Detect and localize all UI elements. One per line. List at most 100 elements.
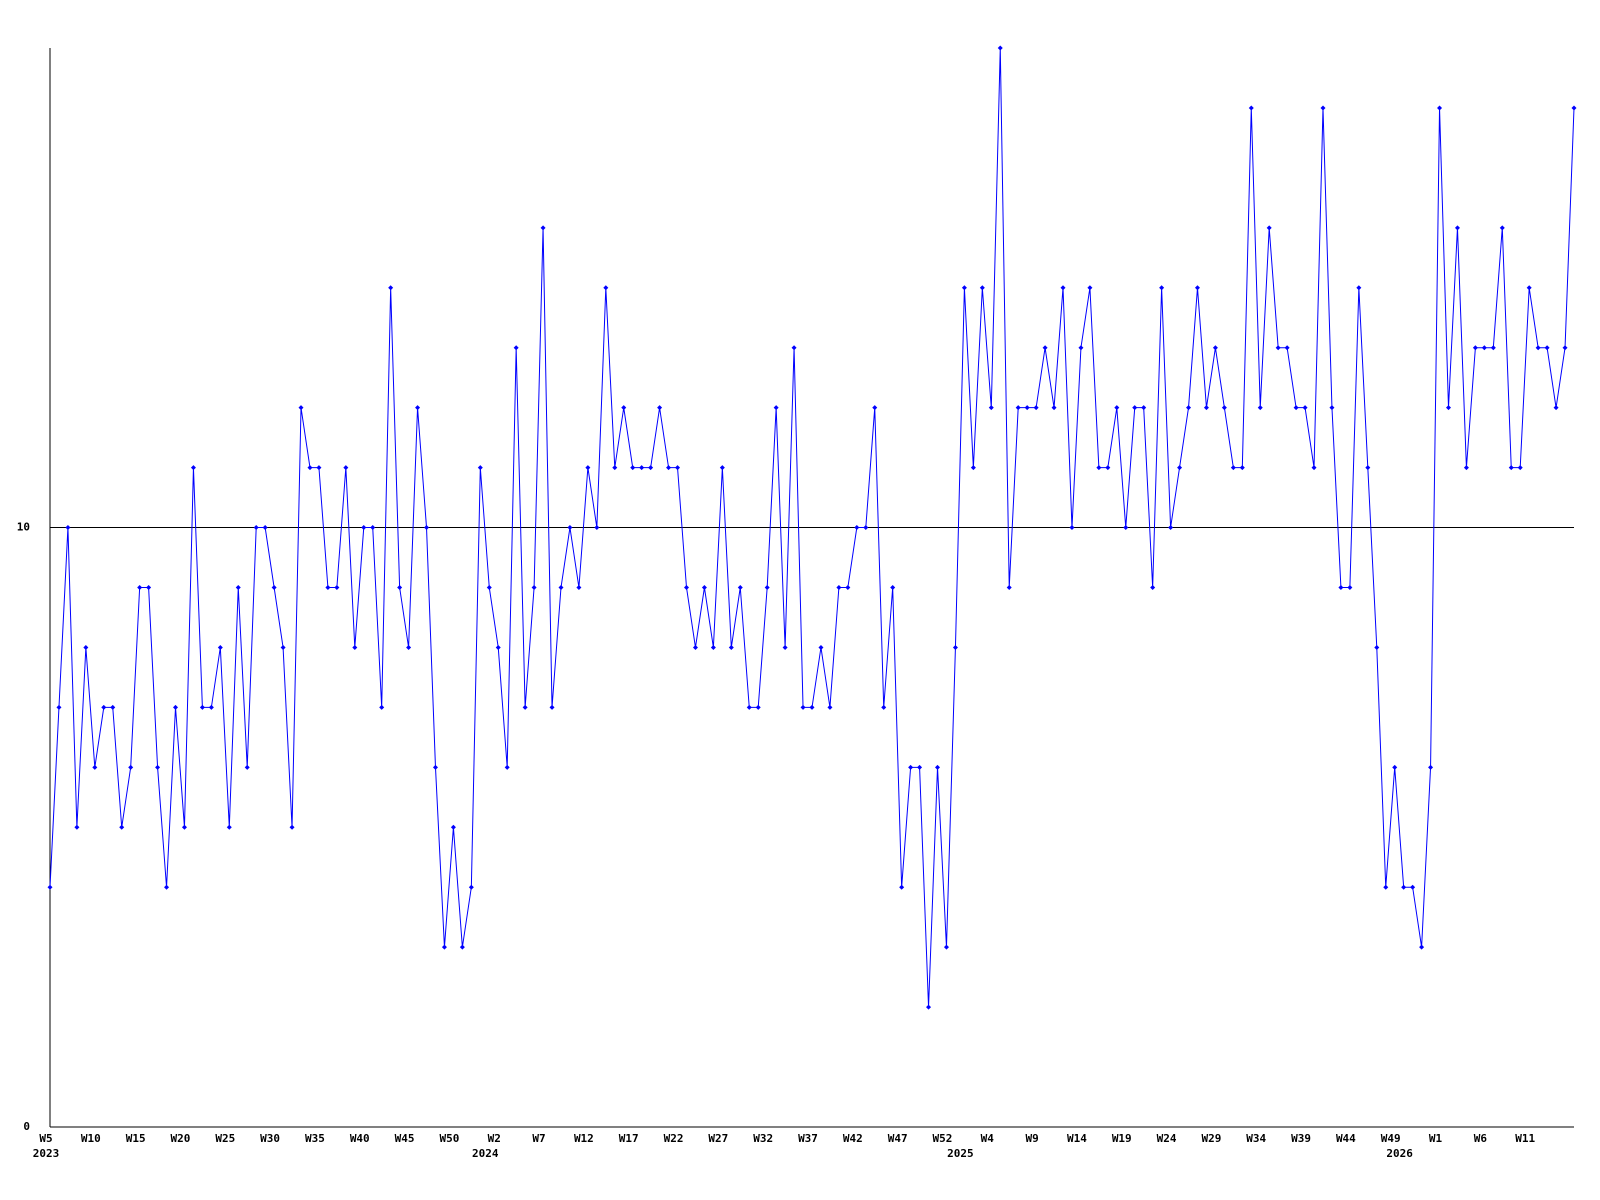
data-point [450, 824, 456, 830]
data-point [379, 704, 385, 710]
data-point [1428, 764, 1434, 770]
data-point [522, 704, 528, 710]
data-point [710, 644, 716, 650]
data-point [585, 465, 591, 471]
data-point [1266, 225, 1272, 231]
data-point [854, 525, 860, 531]
data-point [818, 644, 824, 650]
data-point [1454, 225, 1460, 231]
data-point [1517, 465, 1523, 471]
data-point [1437, 105, 1443, 111]
data-point [612, 465, 618, 471]
data-point [1302, 405, 1308, 411]
data-point [827, 704, 833, 710]
data-point [603, 285, 609, 291]
data-point [495, 644, 501, 650]
data-point [424, 525, 430, 531]
data-point [1114, 405, 1120, 411]
x-tick-label: W37 [798, 1132, 818, 1145]
data-point [1051, 405, 1057, 411]
data-point [737, 585, 743, 590]
data-point [863, 525, 869, 531]
data-point [540, 225, 546, 231]
data-point [468, 884, 474, 890]
data-point [56, 704, 62, 710]
data-point [728, 644, 734, 650]
data-point [1553, 405, 1559, 411]
data-point [1221, 405, 1227, 411]
data-point [262, 525, 268, 531]
x-tick-label: W2 [488, 1132, 501, 1145]
data-point [334, 585, 340, 590]
data-point [1571, 105, 1577, 111]
data-point [988, 405, 994, 411]
data-point [244, 764, 250, 770]
data-point [1490, 345, 1496, 351]
data-point [119, 824, 125, 830]
x-tick-label: W40 [350, 1132, 370, 1145]
data-point [1320, 105, 1326, 111]
y-tick-label: 0 [23, 1120, 30, 1133]
data-point [1472, 345, 1478, 351]
x-tick-label: W32 [753, 1132, 773, 1145]
data-point [979, 285, 985, 291]
data-point [926, 1004, 932, 1010]
data-point [621, 405, 627, 411]
data-point [316, 465, 322, 471]
data-point [1329, 405, 1335, 411]
x-tick-label: W15 [126, 1132, 146, 1145]
data-point [406, 644, 412, 650]
data-point [630, 465, 636, 471]
data-point [881, 704, 887, 710]
data-point [908, 764, 914, 770]
data-point [137, 585, 143, 590]
data-point [101, 704, 107, 710]
x-tick-label: W5 [39, 1132, 52, 1145]
x-tick-label: W6 [1474, 1132, 1488, 1145]
data-point [74, 824, 80, 830]
data-point [1338, 585, 1344, 590]
data-point [173, 704, 179, 710]
x-tick-label: W11 [1515, 1132, 1535, 1145]
data-point [594, 525, 600, 531]
x-tick-label: W44 [1336, 1132, 1356, 1145]
data-point [1562, 345, 1568, 351]
data-point [719, 465, 725, 471]
data-point [639, 465, 645, 471]
data-point [1203, 405, 1209, 411]
data-point [648, 465, 654, 471]
data-point [325, 585, 331, 590]
data-point [1123, 525, 1129, 531]
data-point [764, 585, 770, 590]
data-point [65, 525, 71, 531]
data-point [890, 585, 896, 590]
x-tick-label: W30 [260, 1132, 280, 1145]
data-point [692, 644, 698, 650]
data-point [943, 944, 949, 950]
data-point [47, 884, 53, 890]
x-tick-label: W45 [395, 1132, 415, 1145]
data-point [1275, 345, 1281, 351]
data-point [388, 285, 394, 291]
year-label: 2025 [947, 1147, 974, 1160]
data-point [1535, 345, 1541, 351]
year-label: 2023 [33, 1147, 60, 1160]
data-point [1239, 465, 1245, 471]
x-tick-label: W52 [933, 1132, 953, 1145]
data-point [701, 585, 707, 590]
data-point [1212, 345, 1218, 351]
x-tick-label: W1 [1429, 1132, 1443, 1145]
data-point [253, 525, 259, 531]
data-point [155, 764, 161, 770]
data-point [1033, 405, 1039, 411]
y-tick-label: 10 [17, 521, 30, 534]
data-point [1015, 405, 1021, 411]
data-point [809, 704, 815, 710]
data-point [181, 824, 187, 830]
data-point [1168, 525, 1174, 531]
data-point [128, 764, 134, 770]
x-tick-label: W27 [708, 1132, 728, 1145]
data-point [1194, 285, 1200, 291]
data-point [343, 465, 349, 471]
data-point [477, 465, 483, 471]
